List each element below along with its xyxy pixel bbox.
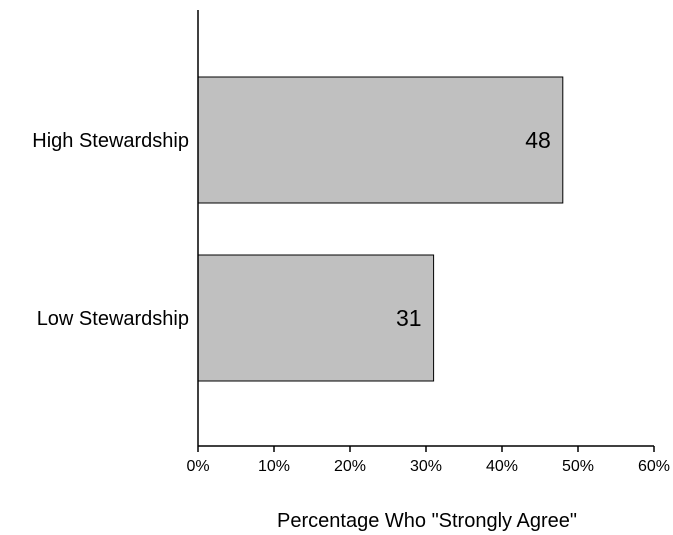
category-labels: High Stewardship Low Stewardship bbox=[32, 130, 189, 330]
x-axis-title: Percentage Who "Strongly Agree" bbox=[277, 510, 577, 532]
value-label-low-stewardship: 31 bbox=[396, 305, 422, 331]
bar-high-stewardship bbox=[197, 76, 564, 204]
value-labels: 48 31 bbox=[396, 127, 551, 331]
value-label-high-stewardship: 48 bbox=[525, 127, 551, 153]
x-tick-label: 10% bbox=[258, 458, 290, 475]
bars bbox=[197, 76, 564, 382]
bar-low-stewardship bbox=[197, 254, 435, 382]
x-tick-label: 40% bbox=[486, 458, 518, 475]
category-label-low-stewardship: Low Stewardship bbox=[37, 308, 189, 330]
x-tick-label: 0% bbox=[186, 458, 209, 475]
category-label-high-stewardship: High Stewardship bbox=[32, 130, 189, 152]
x-tick-label: 20% bbox=[334, 458, 366, 475]
x-tick-label: 60% bbox=[638, 458, 670, 475]
x-tick-label: 30% bbox=[410, 458, 442, 475]
x-axis-ticks: 0% 10% 20% 30% 40% 50% 60% bbox=[186, 446, 670, 475]
x-tick-label: 50% bbox=[562, 458, 594, 475]
